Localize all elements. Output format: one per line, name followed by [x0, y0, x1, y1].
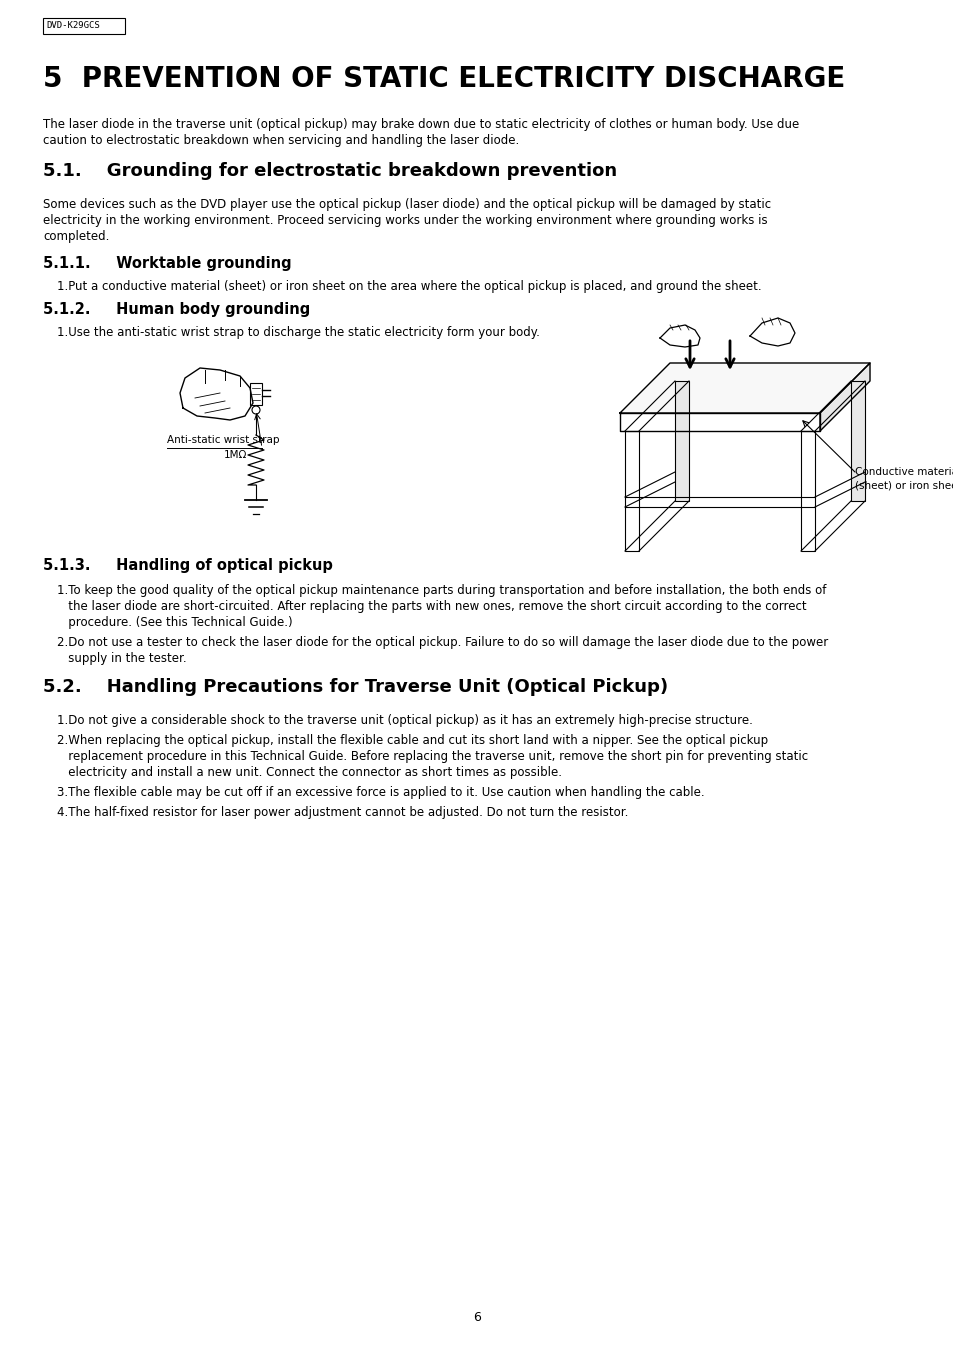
Text: 1.Use the anti-static wrist strap to discharge the static electricity form your : 1.Use the anti-static wrist strap to dis… [57, 326, 539, 339]
Text: 5.1.1.     Worktable grounding: 5.1.1. Worktable grounding [43, 255, 292, 272]
Text: (sheet) or iron sheet: (sheet) or iron sheet [854, 481, 953, 490]
Text: The laser diode in the traverse unit (optical pickup) may brake down due to stat: The laser diode in the traverse unit (op… [43, 118, 799, 131]
Bar [850, 381, 864, 501]
Text: electricity in the working environment. Proceed servicing works under the workin: electricity in the working environment. … [43, 213, 767, 227]
Text: 4.The half-fixed resistor for laser power adjustment cannot be adjusted. Do not : 4.The half-fixed resistor for laser powe… [57, 807, 628, 819]
Text: 1.To keep the good quality of the optical pickup maintenance parts during transp: 1.To keep the good quality of the optica… [57, 584, 825, 597]
Text: 5.1.3.     Handling of optical pickup: 5.1.3. Handling of optical pickup [43, 558, 333, 573]
Text: 1.Do not give a considerable shock to the traverse unit (optical pickup) as it h: 1.Do not give a considerable shock to th… [57, 713, 752, 727]
Text: the laser diode are short-circuited. After replacing the parts with new ones, re: the laser diode are short-circuited. Aft… [57, 600, 806, 613]
Polygon shape [619, 413, 820, 431]
Text: 5.1.2.     Human body grounding: 5.1.2. Human body grounding [43, 303, 310, 317]
Text: electricity and install a new unit. Connect the connector as short times as poss: electricity and install a new unit. Conn… [57, 766, 561, 780]
Text: replacement procedure in this Technical Guide. Before replacing the traverse uni: replacement procedure in this Technical … [57, 750, 807, 763]
Text: 2.Do not use a tester to check the laser diode for the optical pickup. Failure t: 2.Do not use a tester to check the laser… [57, 636, 827, 648]
Text: 5.1.    Grounding for electrostatic breakdown prevention: 5.1. Grounding for electrostatic breakdo… [43, 162, 617, 180]
Text: caution to electrostatic breakdown when servicing and handling the laser diode.: caution to electrostatic breakdown when … [43, 134, 518, 147]
Text: 6: 6 [473, 1310, 480, 1324]
Text: 1MΩ: 1MΩ [224, 450, 247, 459]
Text: Conductive material: Conductive material [854, 467, 953, 477]
Text: Some devices such as the DVD player use the optical pickup (laser diode) and the: Some devices such as the DVD player use … [43, 199, 770, 211]
Text: supply in the tester.: supply in the tester. [57, 653, 187, 665]
Text: 3.The flexible cable may be cut off if an excessive force is applied to it. Use : 3.The flexible cable may be cut off if a… [57, 786, 704, 798]
Text: 5.2.    Handling Precautions for Traverse Unit (Optical Pickup): 5.2. Handling Precautions for Traverse U… [43, 678, 667, 696]
Text: completed.: completed. [43, 230, 110, 243]
Text: 5  PREVENTION OF STATIC ELECTRICITY DISCHARGE: 5 PREVENTION OF STATIC ELECTRICITY DISCH… [43, 65, 844, 93]
Bar [624, 431, 639, 551]
Text: Anti-static wrist strap: Anti-static wrist strap [167, 435, 279, 444]
Text: DVD-K29GCS: DVD-K29GCS [46, 22, 100, 30]
Text: procedure. (See this Technical Guide.): procedure. (See this Technical Guide.) [57, 616, 293, 630]
Bar [801, 431, 814, 551]
Bar [250, 382, 262, 405]
Polygon shape [820, 363, 869, 431]
Text: 1.Put a conductive material (sheet) or iron sheet on the area where the optical : 1.Put a conductive material (sheet) or i… [57, 280, 760, 293]
Bar [675, 381, 688, 501]
Bar [43, 18, 125, 34]
Text: 2.When replacing the optical pickup, install the flexible cable and cut its shor: 2.When replacing the optical pickup, ins… [57, 734, 767, 747]
Polygon shape [619, 363, 869, 413]
